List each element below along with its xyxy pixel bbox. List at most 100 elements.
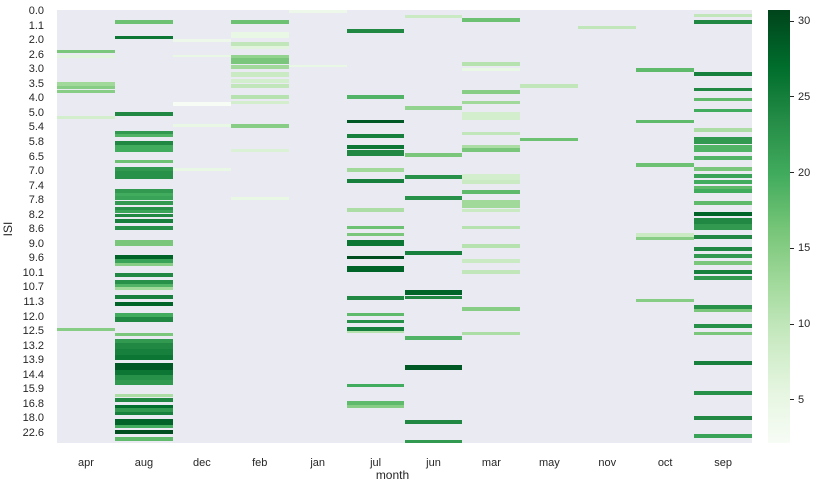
heatmap-cell-aug <box>114 189 173 193</box>
y-tick-label: 9.6 <box>28 252 44 265</box>
x-tick-label: sep <box>714 457 732 469</box>
heatmap-cell-jun <box>404 365 463 370</box>
heatmap-cell-aug <box>114 363 173 370</box>
heatmap-cell-aug <box>114 240 173 246</box>
heatmap-cell-aug <box>114 210 173 213</box>
x-tick-label: jun <box>426 457 441 469</box>
heatmap-cell-aug <box>114 259 173 263</box>
heatmap-cell-mar <box>462 259 521 263</box>
heatmap-cell-sep <box>694 180 752 184</box>
heatmap-cell-aug <box>114 171 173 179</box>
heatmap-cell-aug <box>114 313 173 317</box>
y-tick-label: 7.0 <box>28 165 44 178</box>
heatmap-cell-aug <box>114 339 173 343</box>
heatmap-cell-jul <box>346 120 405 123</box>
heatmap-cell-aug <box>114 280 173 284</box>
heatmap-cell-mar <box>462 174 521 180</box>
heatmap-cell-apr <box>57 86 115 89</box>
heatmap-cell-aug <box>114 273 173 277</box>
heatmap-cell-apr <box>57 50 115 53</box>
x-tick-label: nov <box>598 457 617 469</box>
heatmap-cell-jul <box>346 208 405 212</box>
colorbar-tick: 30 <box>790 15 810 27</box>
heatmap-cell-aug <box>114 20 173 24</box>
heatmap-cell-aug <box>114 255 173 259</box>
heatmap-cell-apr <box>57 328 115 331</box>
heatmap-cell-aug <box>114 380 173 385</box>
heatmap-cell-mar <box>462 145 521 149</box>
heatmap-cell-mar <box>462 270 521 274</box>
y-tick-label: 16.8 <box>22 397 44 410</box>
heatmap-cell-aug <box>114 295 173 299</box>
heatmap-cell-jul <box>346 256 405 259</box>
heatmap-cell-sep <box>694 186 752 190</box>
heatmap-cell-sep <box>694 261 752 265</box>
heatmap-cell-jul <box>346 313 405 316</box>
heatmap-cell-jun <box>404 175 463 179</box>
heatmap-cell-sep <box>694 324 752 328</box>
y-axis-label: ISI <box>1 221 15 237</box>
heatmap-cell-mar <box>462 132 521 135</box>
y-tick-label: 10.7 <box>22 281 44 294</box>
heatmap-cell-aug <box>114 36 173 39</box>
x-tick-label: oct <box>657 457 673 469</box>
heatmap-cell-aug <box>114 375 173 380</box>
heatmap-cell-aug <box>114 141 173 145</box>
heatmap-cell-jul <box>346 134 405 138</box>
heatmap-cell-feb <box>230 46 289 49</box>
heatmap-cell-feb <box>230 84 289 88</box>
heatmap-cell-jul <box>346 266 405 272</box>
heatmap-cell-feb <box>230 58 289 64</box>
x-tick-label: apr <box>78 457 94 469</box>
heatmap-cell-sep <box>694 72 752 76</box>
heatmap-cell-dec <box>172 168 231 171</box>
heatmap-cell-feb <box>230 79 289 83</box>
heatmap-cell-aug <box>114 333 173 336</box>
heatmap-cell-aug <box>114 219 173 223</box>
heatmap-cell-jun <box>404 290 463 295</box>
heatmap-cell-aug <box>114 370 173 375</box>
heatmap-plot-area <box>57 10 752 443</box>
heatmap-cell-jun <box>404 15 463 18</box>
heatmap-cell-jul <box>346 405 405 408</box>
heatmap-cell-aug <box>114 160 173 163</box>
y-tick-label: 14.4 <box>22 368 44 381</box>
heatmap-cell-jul <box>346 296 405 300</box>
y-tick-label: 2.6 <box>28 48 44 61</box>
heatmap-cell-aug <box>114 214 173 217</box>
heatmap-cell-sep <box>694 309 752 312</box>
heatmap-cell-aug <box>114 134 173 137</box>
heatmap-cell-aug <box>114 355 173 360</box>
heatmap-cell-sep <box>694 391 752 395</box>
heatmap-cell-mar <box>462 18 521 22</box>
x-tick-label: mar <box>481 457 501 469</box>
x-tick-label: jul <box>370 457 382 469</box>
y-tick-label: 15.9 <box>22 383 44 396</box>
heatmap-cell-dec <box>172 124 231 127</box>
y-tick-label: 9.0 <box>28 237 44 250</box>
heatmap-cell-aug <box>114 131 173 134</box>
y-tick-label: 5.4 <box>28 121 44 134</box>
heatmap-cell-sep <box>694 20 752 24</box>
heatmap-cell-mar <box>462 190 521 194</box>
heatmap-cell-aug <box>114 430 173 434</box>
heatmap-cell-jul <box>346 233 405 236</box>
y-tick-label: 7.8 <box>28 194 44 207</box>
heatmap-cell-jul <box>346 240 405 246</box>
colorbar-tick: 20 <box>790 167 810 179</box>
y-tick-label: 3.0 <box>28 63 44 76</box>
heatmap-cell-jun <box>404 196 463 200</box>
heatmap-cell-sep <box>694 128 752 132</box>
heatmap-cell-sep <box>694 332 752 335</box>
y-tick-label: 5.8 <box>28 135 44 148</box>
heatmap-cell-mar <box>462 244 521 248</box>
heatmap-cell-jan <box>288 65 347 67</box>
heatmap-cell-aug <box>114 145 173 152</box>
heatmap-cell-sep <box>694 305 752 309</box>
heatmap-cell-mar <box>462 90 521 94</box>
heatmap-cell-mar <box>462 180 521 184</box>
heatmap-cell-feb <box>230 72 289 77</box>
heatmap-cell-apr <box>57 116 115 119</box>
heatmap-cell-nov <box>578 26 637 29</box>
y-tick-label: 18.0 <box>22 412 44 425</box>
